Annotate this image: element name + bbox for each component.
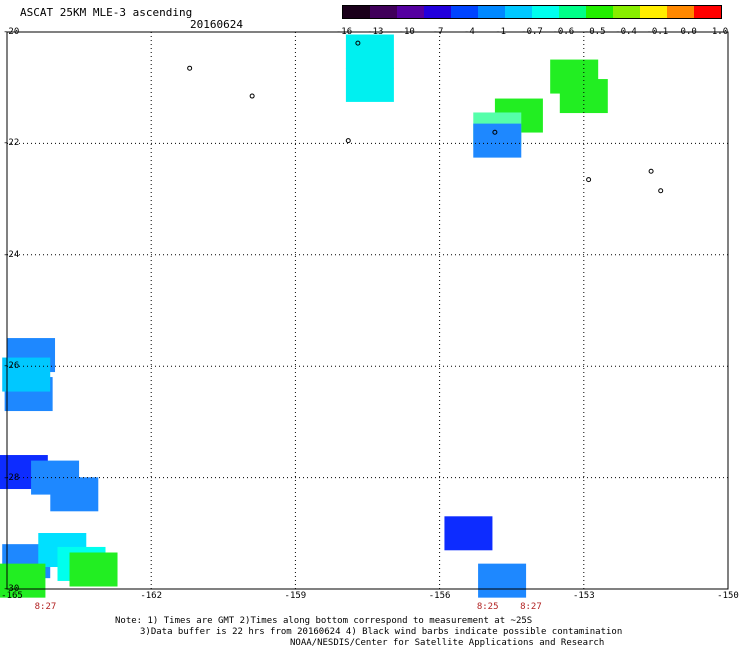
color-scale-segment xyxy=(478,6,505,18)
color-scale-segment xyxy=(559,6,586,18)
color-scale-segment xyxy=(343,6,370,18)
color-scale-segment xyxy=(397,6,424,18)
wind-swath-cell xyxy=(0,563,46,598)
longitude-tick-label: -159 xyxy=(284,591,307,601)
wind-swath-cell xyxy=(69,552,118,587)
latitude-tick-label: -30 xyxy=(3,584,20,594)
wind-swath-cell xyxy=(478,563,527,598)
island-outlines xyxy=(187,40,664,194)
color-scale-segment xyxy=(694,6,721,18)
color-scale-segment xyxy=(451,6,478,18)
swath-layer xyxy=(0,34,608,598)
longitude-tick-label: -165 xyxy=(1,591,23,601)
wind-swath-cell xyxy=(473,123,522,158)
longitude-tick-label: -162 xyxy=(140,591,163,601)
color-scale-segment xyxy=(613,6,640,18)
color-scale-segment xyxy=(505,6,532,18)
wind-swath-cell xyxy=(444,516,493,551)
island-outline xyxy=(355,40,361,46)
pass-time-label: 8:27 xyxy=(520,602,542,612)
island-outline xyxy=(187,65,193,71)
island-outline xyxy=(492,129,498,135)
longitude-tick-label: -156 xyxy=(428,591,451,601)
color-scale-segment xyxy=(667,6,694,18)
latitude-tick-label: -22 xyxy=(3,138,20,149)
color-scale-segment xyxy=(424,6,451,18)
color-scale-segment xyxy=(370,6,397,18)
latitude-tick-label: -20 xyxy=(3,27,20,37)
footnote-credit: NOAA/NESDIS/Center for Satellite Applica… xyxy=(290,638,605,648)
color-scale-bar xyxy=(342,5,722,19)
wind-swath-cell xyxy=(345,67,394,102)
footnote-line-1: Note: 1) Times are GMT 2)Times along bot… xyxy=(115,616,533,626)
lat-lon-grid xyxy=(7,32,728,589)
longitude-tick-label: -150 xyxy=(717,591,739,601)
wind-swath-cell xyxy=(2,357,51,392)
latitude-tick-label: -26 xyxy=(3,361,20,372)
island-outline xyxy=(648,168,654,174)
island-outline xyxy=(249,93,255,99)
footnote-line-2: 3)Data buffer is 22 hrs from 20160624 4)… xyxy=(140,627,623,637)
wind-swath-cell xyxy=(50,477,99,512)
island-outline xyxy=(345,138,351,144)
color-scale-segment xyxy=(586,6,613,18)
pass-time-label: 8:27 xyxy=(34,602,57,612)
color-scale-segment xyxy=(532,6,559,18)
map-date: 20160624 xyxy=(190,18,243,31)
map-title: ASCAT 25KM MLE-3 ascending xyxy=(20,6,193,19)
island-outline xyxy=(586,177,592,183)
wind-swath-cell xyxy=(345,34,394,69)
map-frame xyxy=(6,31,729,590)
latitude-tick-label: -24 xyxy=(3,249,20,260)
island-outline xyxy=(658,188,664,194)
color-scale-segment xyxy=(640,6,667,18)
pass-time-label: 8:25 xyxy=(476,602,499,612)
longitude-tick-label: -153 xyxy=(572,591,595,601)
latitude-tick-label: -28 xyxy=(3,472,20,483)
